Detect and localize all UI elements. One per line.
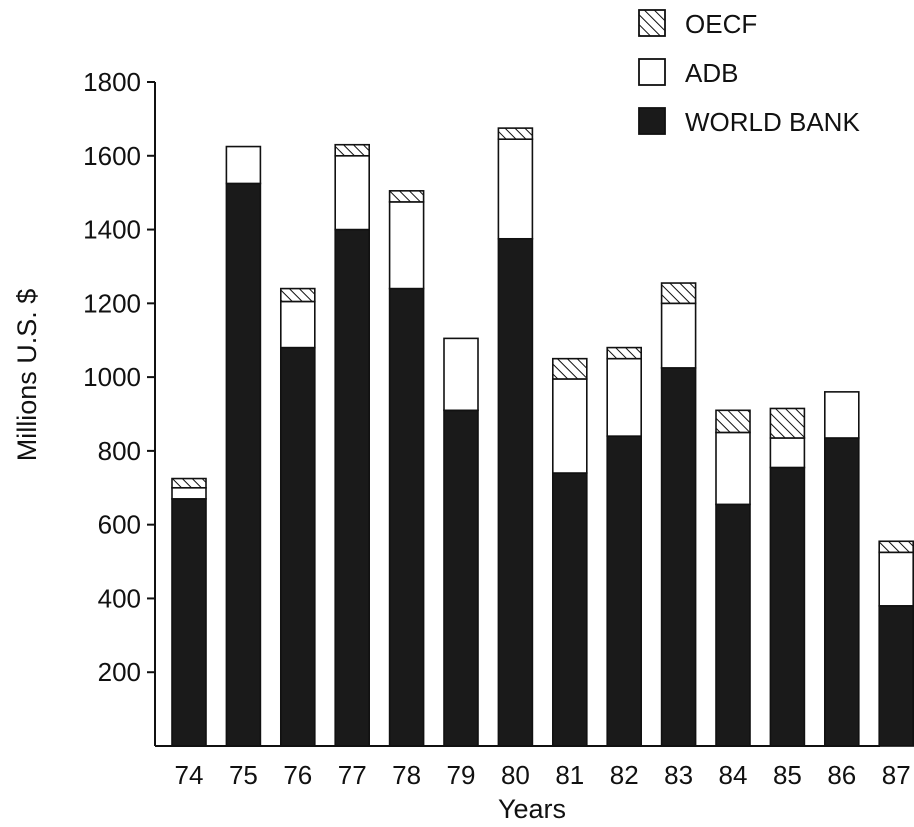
legend-swatch-world-bank [638,107,666,135]
bar-76-world-bank [279,346,316,747]
bar-78-world-bank [388,287,425,747]
bar-82-oecf [606,346,643,360]
y-tick-label: 800 [98,436,141,466]
bar-80-oecf [497,127,534,140]
bar-78-oecf [388,190,425,203]
x-tick-label: 81 [555,760,584,790]
bar-74-oecf [171,477,207,489]
bar-80-adb [497,138,534,240]
x-tick-label: 78 [392,760,421,790]
bar-85-adb [769,437,806,469]
legend-swatch-oecf [638,9,666,37]
y-axis-title: Millions U.S. $ [12,289,42,462]
bar-83-oecf [660,282,697,305]
bar-79-adb [443,337,479,412]
legend-swatch-adb [638,58,666,86]
x-tick-label: 84 [719,760,748,790]
bar-81-oecf [551,357,588,380]
bar-77-adb [334,154,371,231]
bar-79-world-bank [443,409,479,747]
bar-84-oecf [715,409,751,434]
bar-76-adb [279,300,316,349]
x-axis-title: Years [498,794,566,824]
bar-84-adb [715,431,751,506]
x-tick-label: 87 [882,760,911,790]
x-tick-label: 77 [338,760,367,790]
bar-83-world-bank [660,367,697,747]
bar-74-world-bank [171,498,207,747]
legend-label-adb: ADB [685,58,738,88]
y-tick-label: 1000 [83,362,141,392]
bar-81-world-bank [551,472,588,747]
bar-87-world-bank [878,605,914,747]
x-tick-label: 83 [664,760,693,790]
y-tick-label: 1800 [83,67,141,97]
bar-80-world-bank [497,237,534,747]
bar-82-adb [606,357,643,437]
bar-83-adb [660,302,697,369]
y-tick-label: 200 [98,657,141,687]
x-tick-label: 80 [501,760,530,790]
y-tick-label: 600 [98,510,141,540]
x-tick-label: 75 [229,760,258,790]
y-tick-label: 1400 [83,215,141,245]
bar-75-adb [225,145,262,185]
axes: 74 75 76 77 78 79 80 81 82 83 84 85 86 87 200 400 600 800… [12,67,911,824]
legend-label-oecf: OECF [685,9,757,39]
legend-label-world-bank: WORLD BANK [685,107,860,137]
bar-84-world-bank [715,503,751,747]
bar-82-world-bank [606,435,643,747]
x-tick-label: 85 [773,760,802,790]
bar-86-adb [823,391,860,439]
bar-87-oecf [878,540,914,554]
y-tick-label: 1600 [83,141,141,171]
bar-86-world-bank [823,437,860,747]
x-tick-label: 76 [283,760,312,790]
x-tick-label: 86 [827,760,856,790]
bar-85-world-bank [769,466,806,747]
x-tick-label: 74 [175,760,204,790]
y-tick-label: 1200 [83,288,141,318]
x-tick-label: 79 [447,760,476,790]
bar-76-oecf [279,287,316,303]
x-tick-label: 82 [610,760,639,790]
legend: OECF ADB WORLD BANK [638,9,860,137]
bar-78-adb [388,201,425,290]
y-tick-label: 400 [98,583,141,613]
bar-87-adb [878,551,914,607]
bar-74-adb [171,486,207,500]
plot-area [171,127,914,747]
bar-77-world-bank [334,228,371,747]
bar-75-world-bank [225,182,262,747]
bar-81-adb [551,378,588,474]
bar-85-oecf [769,407,806,439]
bar-77-oecf [334,143,371,157]
